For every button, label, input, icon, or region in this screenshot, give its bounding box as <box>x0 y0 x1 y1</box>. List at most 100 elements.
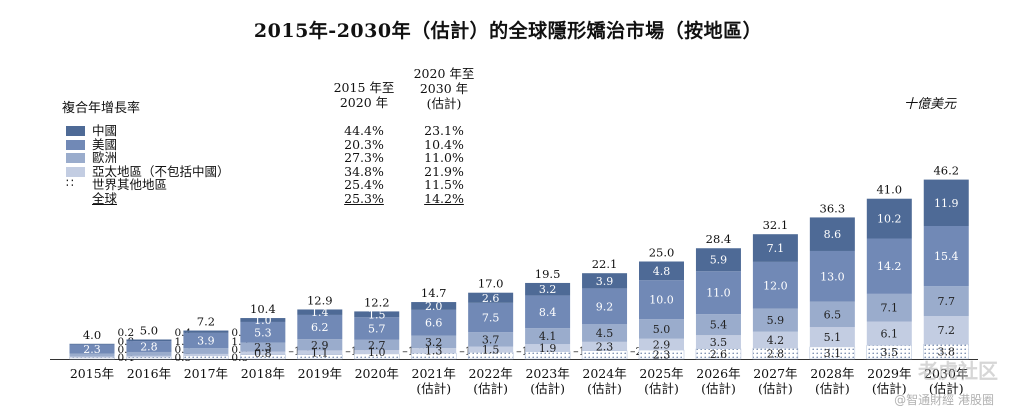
segment-value-label: 1.5 <box>482 343 500 356</box>
bar-segment <box>240 321 286 343</box>
bar-total-label: 7.2 <box>197 315 215 329</box>
legend-series-name: 亞太地區（不包括中國） <box>92 163 230 179</box>
segment-value-label: 3.5 <box>881 346 899 359</box>
segment-value-label: 12.0 <box>763 279 788 292</box>
segment-value-label: 2.3 <box>83 343 101 356</box>
segment-value-label: 15.4 <box>934 250 959 263</box>
bar-segment <box>809 250 855 302</box>
segment-value-label: 1.1 <box>311 347 329 360</box>
bar-segment <box>525 328 571 345</box>
x-tick-label: (估計) <box>758 381 793 396</box>
bar-segment <box>525 295 571 329</box>
bar-total-label: 5.0 <box>140 324 158 338</box>
segment-value-label: 1.3 <box>425 345 443 358</box>
legend-cagr-2015-2020: 20.3% <box>344 136 384 152</box>
segment-value-label: 3.1 <box>824 347 842 360</box>
segment-value-label: 6.1 <box>881 327 899 340</box>
x-tick-label: 2026年 <box>696 366 740 381</box>
x-tick-label: (估計) <box>587 381 622 396</box>
segment-value-label: 3.9 <box>197 334 215 347</box>
bar-segment <box>639 319 684 339</box>
bar-total-label: 19.5 <box>535 267 561 281</box>
x-tick-label: 2021年 <box>412 366 456 381</box>
bar-segment <box>297 314 343 340</box>
bar-total-label: 17.0 <box>478 277 504 291</box>
bar-segment <box>69 343 115 345</box>
segment-value-label: 2.6 <box>710 348 728 361</box>
segment-value-label: 0.2 <box>118 327 135 339</box>
segment-value-label: 7.1 <box>881 302 899 315</box>
x-tick-label: (估計) <box>416 381 451 396</box>
bar-segment <box>809 346 856 360</box>
x-tick-label: (估計) <box>815 381 850 396</box>
x-tick-label: 2030年 <box>924 366 968 381</box>
legend-swatch <box>66 153 85 164</box>
cagr-col2-header: 2020 年至 2030 年 (估計) <box>398 66 490 111</box>
segment-value-label: 1.0 <box>254 314 272 327</box>
legend-row: ∷ 世界其他地區 25.4% 11.5% <box>66 176 506 193</box>
segment-value-label: 1.0 <box>368 346 386 359</box>
bar-total-label: 41.0 <box>876 183 902 197</box>
bar-segment <box>468 346 514 353</box>
legend-cagr-2015-2020: 25.4% <box>344 177 384 193</box>
segment-value-label: 5.1 <box>824 331 842 344</box>
bar-segment <box>695 335 741 349</box>
bar-total-label: 32.1 <box>763 218 789 232</box>
legend-cagr-2020-2030: 11.0% <box>424 150 464 166</box>
legend-cagr-2015-2020: 34.8% <box>344 163 384 179</box>
segment-value-label: 3.9 <box>596 275 614 288</box>
legend-swatch-dots-icon: ∷ <box>66 176 75 191</box>
cagr-col1-header: 2015 年至 2020 年 <box>318 80 410 110</box>
cagr-col1-header-line: 2020 年 <box>339 95 389 110</box>
legend-series-name: 歐洲 <box>92 150 118 166</box>
bar-segment <box>752 331 798 349</box>
x-tick-label: 2018年 <box>241 366 285 381</box>
x-tick-label: 2022年 <box>468 366 512 381</box>
bar-segment <box>69 353 115 357</box>
bar-segment <box>582 341 628 351</box>
bar-segment <box>752 261 798 309</box>
legend-cagr-2015-2020: 44.4% <box>344 123 384 138</box>
bar-segment <box>809 301 855 328</box>
segment-value-label: 2.7 <box>368 339 386 352</box>
segment-value-label: 6.2 <box>311 321 329 334</box>
bar-segment <box>411 348 457 354</box>
segment-value-label: 7.5 <box>482 311 500 324</box>
legend-cagr-2020-2030: 11.5% <box>424 177 464 193</box>
bar-segment <box>695 248 741 272</box>
segment-value-label: 5.7 <box>368 322 386 335</box>
bar-segment <box>639 261 684 281</box>
x-tick-label: 2024年 <box>582 366 626 381</box>
bar-segment <box>297 339 343 351</box>
x-tick-label: 2019年 <box>298 366 342 381</box>
segment-value-label: 7.1 <box>767 242 785 255</box>
bar-segment <box>126 339 172 342</box>
segment-value-label: 1.9 <box>539 342 557 355</box>
unit-label: 十億美元 <box>903 97 956 112</box>
bar-total-label: 12.9 <box>307 293 333 307</box>
x-tick-label: 2023年 <box>525 366 569 381</box>
chart-title: 2015年-2030年（估計）的全球隱形矯治市場（按地區） <box>253 20 763 42</box>
bar-segment <box>752 234 798 262</box>
bar-segment <box>923 179 969 227</box>
segment-value-label: 2.3 <box>254 341 272 354</box>
bar-segment <box>411 309 457 336</box>
segment-value-label: 2.9 <box>653 338 671 351</box>
segment-value-label: 13.0 <box>820 270 845 283</box>
bar-segment <box>866 198 912 239</box>
x-tick-label: (估計) <box>929 381 964 396</box>
bar-segment <box>183 355 229 360</box>
cagr-col2-header-line: 2020 年至 <box>413 66 475 81</box>
segment-value-label: 2.9 <box>311 339 329 352</box>
x-tick-label: 2029年 <box>867 366 911 381</box>
segment-value-label: 5.3 <box>254 326 272 339</box>
legend-row: 歐洲 27.3% 11.0% <box>66 151 506 164</box>
bar-segment <box>468 332 514 347</box>
segment-value-label: 2.8 <box>767 348 785 361</box>
x-tick-label: (估計) <box>530 381 565 396</box>
x-tick-label: (估計) <box>701 381 736 396</box>
bar-segment <box>183 332 229 349</box>
bar-segment <box>695 271 741 315</box>
legend-row: 亞太地區（不包括中國） 34.8% 21.9% <box>66 165 506 178</box>
bar-segment <box>752 308 798 332</box>
